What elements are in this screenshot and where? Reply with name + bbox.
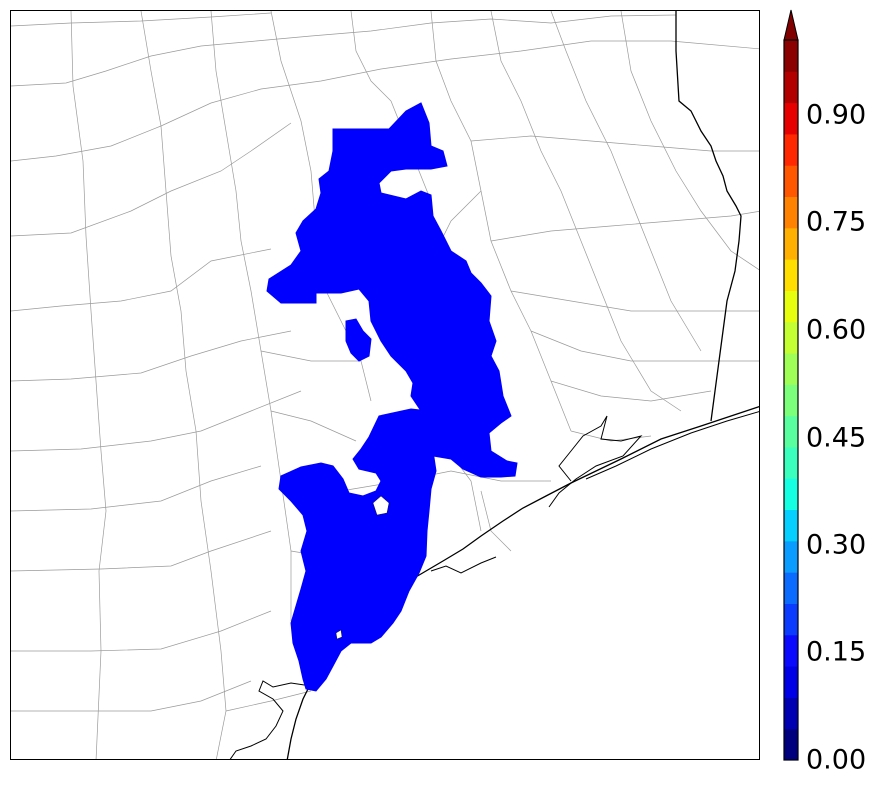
blob-hole bbox=[372, 495, 390, 516]
colorbar-segment bbox=[784, 728, 798, 761]
colorbar-segment bbox=[784, 697, 798, 730]
colorbar-svg bbox=[783, 9, 799, 761]
colorbar-segment bbox=[784, 415, 798, 448]
colorbar-segment bbox=[784, 478, 798, 511]
colorbar-segment bbox=[784, 572, 798, 604]
colorbar-segment bbox=[784, 165, 798, 198]
probability-region-south bbox=[278, 408, 440, 692]
bay-outline bbox=[548, 415, 643, 508]
colorbar-segment bbox=[784, 102, 798, 135]
colorbar-segment bbox=[784, 40, 798, 72]
probability-region-north bbox=[266, 102, 518, 478]
colorbar-segment bbox=[784, 603, 798, 636]
bay-outline-2 bbox=[229, 680, 312, 759]
colorbar-tick-label: 0.90 bbox=[806, 99, 867, 131]
colorbar-segment bbox=[784, 196, 798, 229]
colorbar-extend-arrow bbox=[783, 9, 799, 41]
colorbar-segment bbox=[784, 321, 798, 354]
state-line bbox=[675, 11, 742, 422]
blob-hole-2 bbox=[335, 629, 343, 640]
bay-outline-3 bbox=[430, 556, 497, 574]
colorbar-segment bbox=[784, 634, 798, 667]
colorbar-segment bbox=[784, 290, 798, 323]
probability-field bbox=[266, 102, 518, 692]
colorbar-segments bbox=[784, 40, 798, 761]
colorbar-segment bbox=[784, 666, 798, 698]
colorbar-tick-label: 0.30 bbox=[806, 529, 867, 561]
colorbar-tick-label: 0.60 bbox=[806, 314, 867, 346]
county-boundaries bbox=[11, 11, 759, 759]
colorbar-tick-label: 0.00 bbox=[806, 744, 867, 776]
colorbar-tick-label: 0.75 bbox=[806, 206, 867, 238]
barrier-island bbox=[585, 411, 759, 480]
colorbar-segment bbox=[784, 227, 798, 260]
probability-region-isolated bbox=[345, 318, 372, 362]
colorbar-segment bbox=[784, 509, 798, 542]
map-canvas bbox=[11, 11, 759, 759]
colorbar-tick-label: 0.15 bbox=[806, 636, 867, 668]
colorbar-segment bbox=[784, 71, 798, 104]
colorbar-segment bbox=[784, 540, 798, 573]
colorbar bbox=[780, 8, 877, 768]
colorbar-segment bbox=[784, 133, 798, 166]
colorbar-outline bbox=[783, 39, 799, 761]
colorbar-segment bbox=[784, 384, 798, 417]
map-panel bbox=[10, 10, 760, 760]
colorbar-segment bbox=[784, 259, 798, 291]
colorbar-tick-label: 0.45 bbox=[806, 422, 867, 454]
colorbar-segment bbox=[784, 446, 798, 479]
colorbar-segment bbox=[784, 353, 798, 385]
